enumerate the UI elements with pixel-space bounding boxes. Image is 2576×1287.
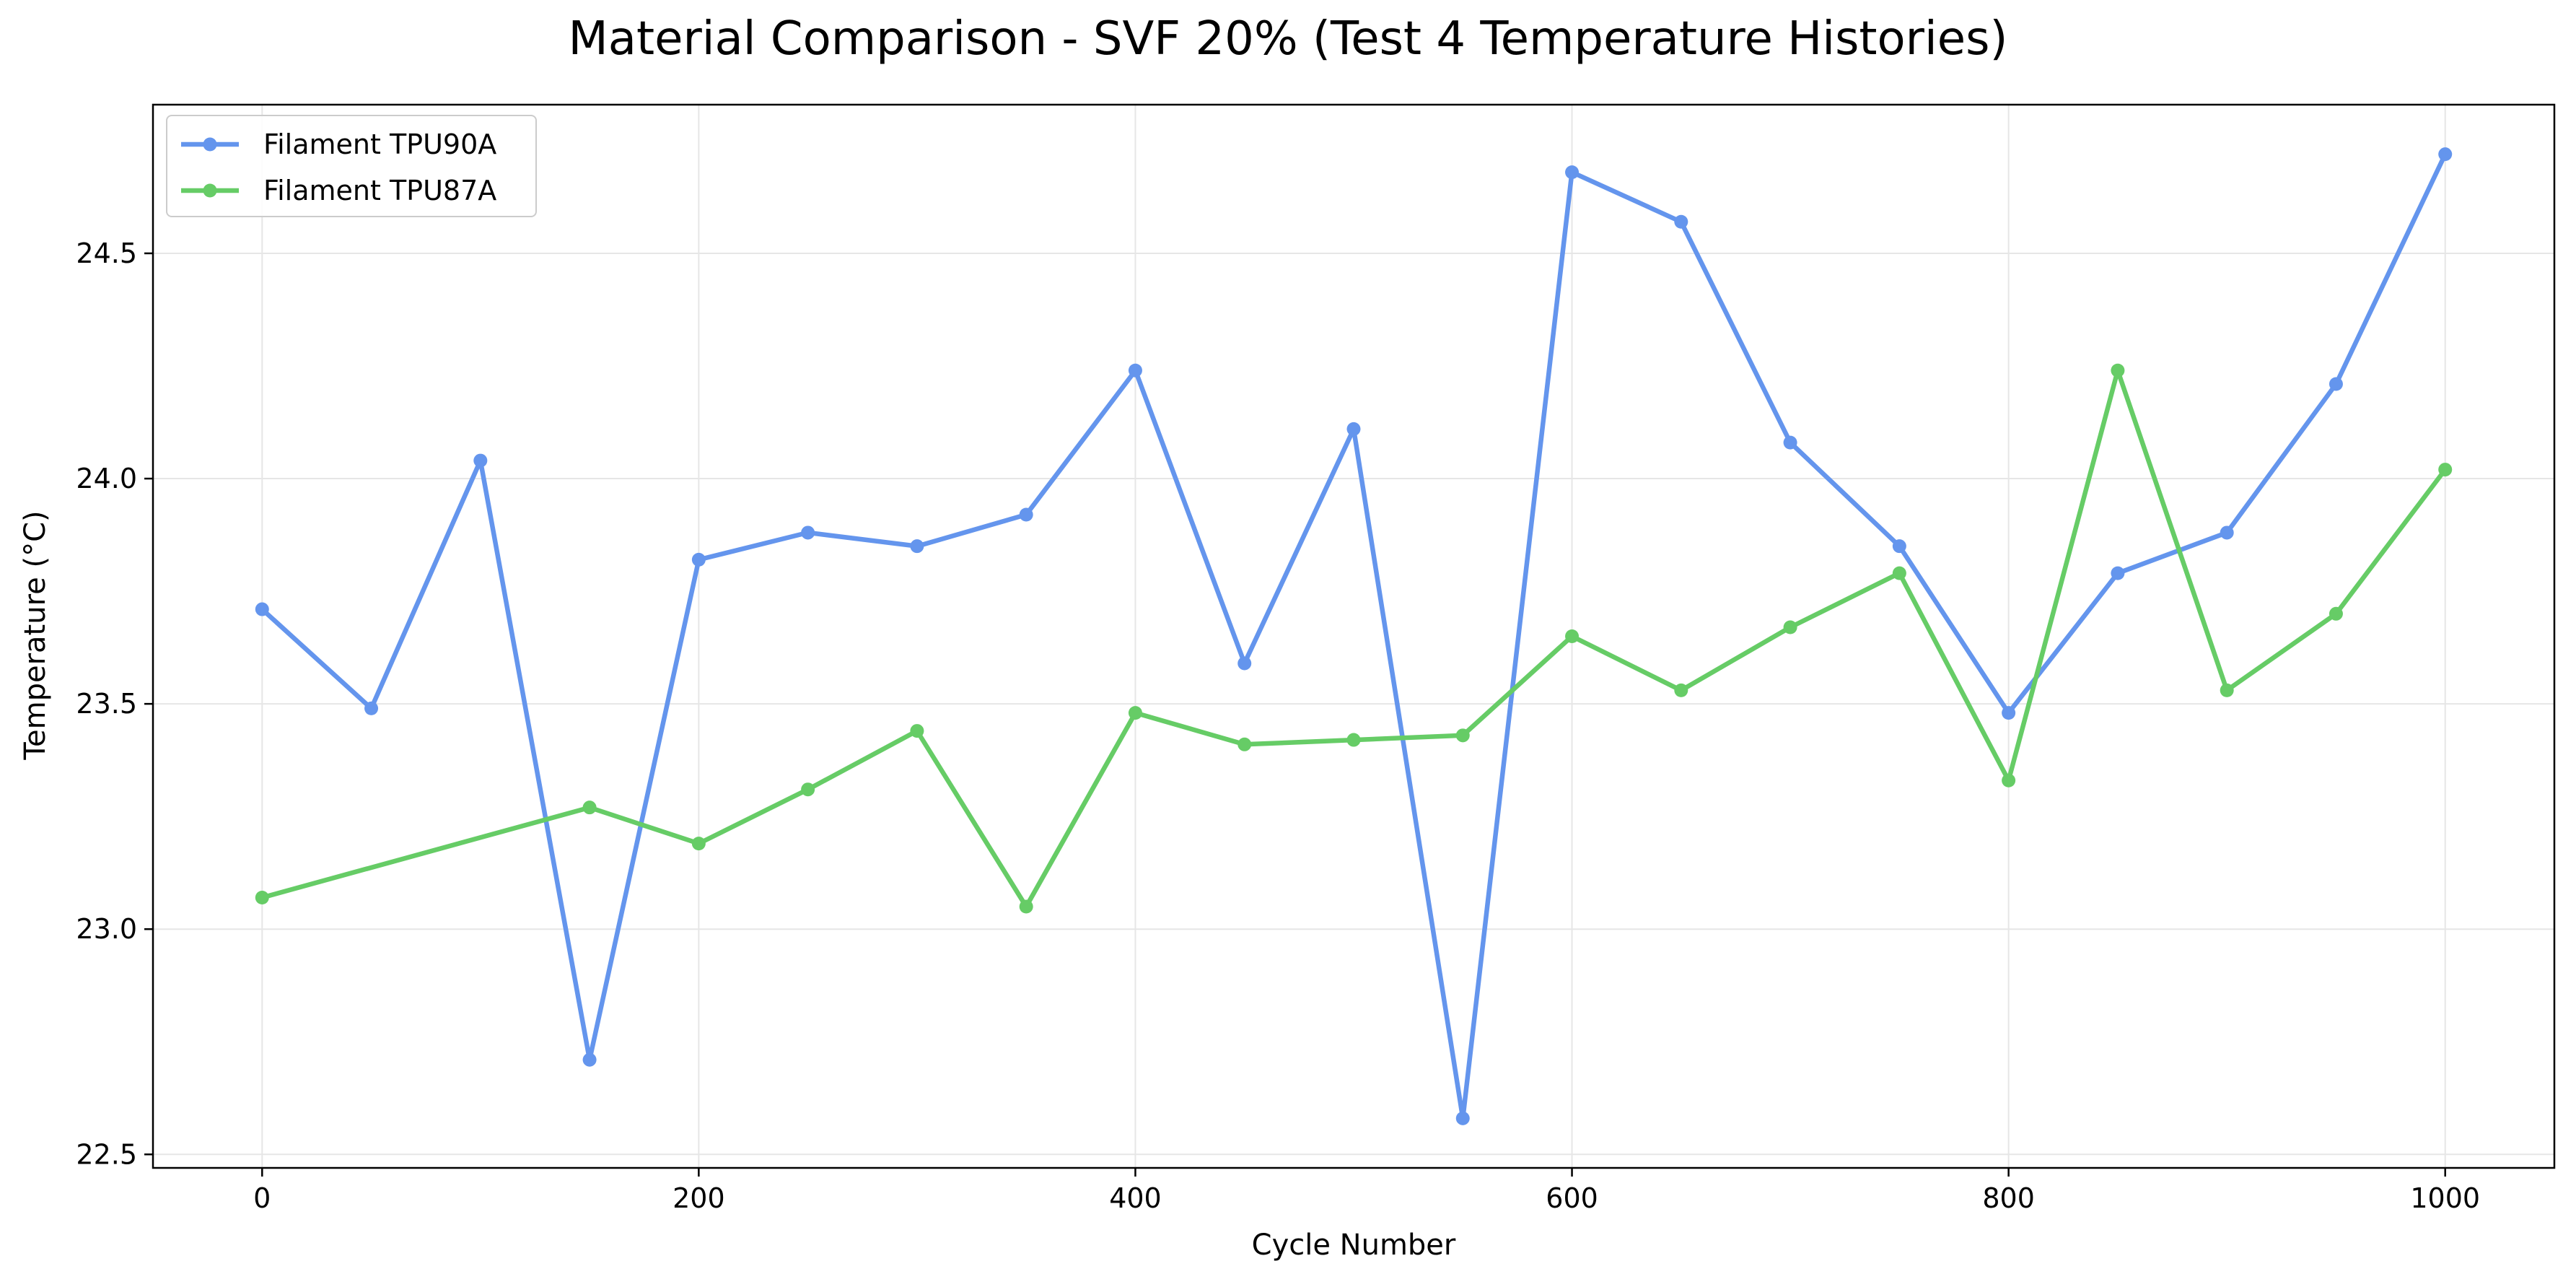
x-tick-label: 600 <box>1546 1182 1598 1214</box>
data-point <box>1892 539 1906 554</box>
data-point <box>1565 165 1580 180</box>
data-point <box>1346 422 1361 436</box>
legend-label: Filament TPU87A <box>263 175 496 206</box>
x-axis-label: Cycle Number <box>1252 1229 1456 1262</box>
plot-frame <box>152 103 2556 1169</box>
series-1 <box>255 147 2453 1125</box>
x-tick-label: 0 <box>253 1182 271 1214</box>
data-point <box>2002 706 2016 720</box>
x-tick-label: 400 <box>1109 1182 1162 1214</box>
data-point <box>2111 363 2125 378</box>
chart-title: Material Comparison - SVF 20% (Test 4 Te… <box>569 12 2008 66</box>
data-point <box>2220 525 2234 540</box>
data-point <box>1237 656 1252 671</box>
data-point <box>2329 606 2343 621</box>
y-tick-label: 22.5 <box>76 1138 137 1170</box>
data-point <box>1019 507 1033 522</box>
data-point <box>1783 620 1797 634</box>
data-point <box>2002 773 2016 788</box>
data-point <box>1674 214 1688 229</box>
y-tick-label: 24.5 <box>76 237 137 269</box>
y-tick-label: 24.0 <box>76 463 137 494</box>
legend: Filament TPU90A Filament TPU87A <box>166 115 537 217</box>
legend-label: Filament TPU90A <box>263 128 496 160</box>
data-point <box>1455 1111 1470 1125</box>
series-line <box>260 152 2448 1121</box>
data-point <box>691 837 706 851</box>
x-tick-label: 800 <box>1982 1182 2035 1214</box>
y-tick-label: 23.5 <box>76 688 137 720</box>
x-tick-label: 200 <box>673 1182 725 1214</box>
data-point <box>801 782 815 797</box>
data-point <box>691 552 706 567</box>
data-point <box>1565 629 1580 643</box>
data-point <box>255 891 269 905</box>
data-point <box>2329 377 2343 391</box>
legend-marker <box>203 137 217 152</box>
data-point <box>1019 899 1033 914</box>
data-point <box>1128 706 1142 720</box>
series-layer <box>255 147 2453 1125</box>
data-point <box>1455 728 1470 743</box>
data-point <box>364 701 379 715</box>
data-point <box>1237 737 1252 751</box>
data-point <box>801 525 815 540</box>
data-point <box>2438 147 2453 162</box>
data-point <box>1892 566 1906 580</box>
data-point <box>255 602 269 616</box>
series-line <box>260 368 2448 909</box>
data-point <box>1783 435 1797 450</box>
data-point <box>1674 683 1688 697</box>
series-2 <box>255 363 2453 914</box>
data-point <box>473 453 488 468</box>
y-axis-label: Temperature (°C) <box>19 510 52 760</box>
data-point <box>2220 683 2234 697</box>
legend-marker <box>203 183 217 198</box>
data-point <box>1128 363 1142 378</box>
x-tick-label: 1000 <box>2410 1182 2480 1214</box>
data-point <box>1346 733 1361 747</box>
y-tick-label: 23.0 <box>76 913 137 945</box>
data-point <box>582 1052 597 1067</box>
axis-layer: 0 200 400 600 800 1000 22.5 23.0 23.5 24.0 24.5 <box>76 237 2480 1214</box>
data-point <box>2111 566 2125 580</box>
data-point <box>910 724 924 738</box>
data-point <box>910 539 924 554</box>
legend-box <box>166 115 537 217</box>
data-point <box>582 800 597 815</box>
data-point <box>2438 463 2453 477</box>
